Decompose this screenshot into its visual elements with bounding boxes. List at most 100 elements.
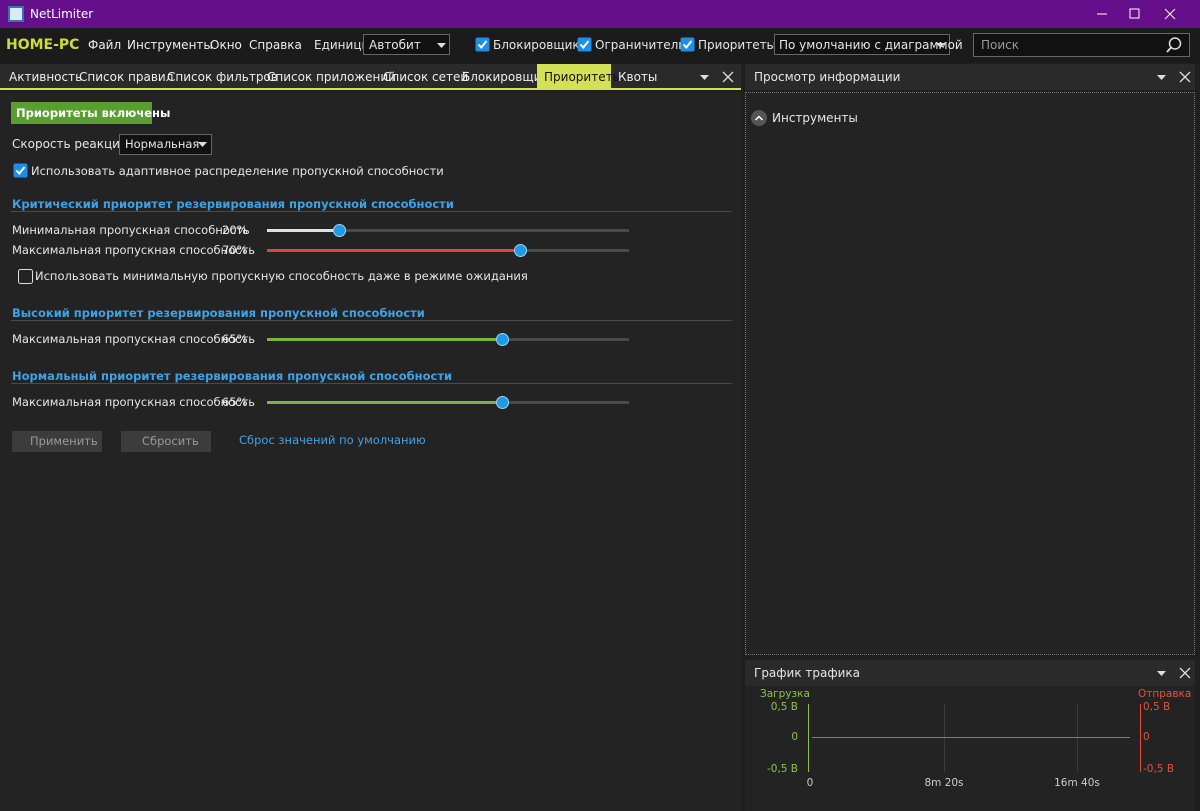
tab[interactable]: Блокировщик [462, 70, 549, 84]
slider-fill [267, 229, 340, 232]
section-title: Критический приоритет резервирования про… [12, 197, 454, 211]
adaptive-label[interactable]: Использовать адаптивное распределение пр… [31, 164, 444, 178]
tab[interactable]: Список фильтров [167, 70, 278, 84]
dropdown-arrow [437, 43, 446, 48]
view-dropdown[interactable] [774, 34, 950, 55]
tab[interactable]: Список сетей [383, 70, 469, 84]
slider-knob[interactable] [496, 396, 510, 409]
toolbar-checkbox-label[interactable]: Приоритеты [698, 38, 777, 52]
slider-label: Максимальная пропускная способность [12, 395, 255, 409]
dropdown-arrow [1157, 75, 1166, 80]
right-tick-label: 0 [1143, 731, 1150, 743]
slider-knob[interactable] [514, 244, 528, 257]
apply-button[interactable] [12, 431, 102, 452]
status-button[interactable] [11, 102, 152, 124]
traffic-title: График трафика [754, 666, 861, 680]
slider-value: 20% [222, 223, 248, 237]
upload-legend: Отправка [1138, 688, 1192, 700]
host-name: HOME-PC [6, 37, 80, 53]
dropdown-arrow [198, 142, 207, 147]
checkbox[interactable] [18, 269, 33, 284]
tab-active-bg [537, 64, 611, 90]
checkbox[interactable] [475, 37, 490, 52]
left-tick-label: 0 [791, 731, 798, 743]
slider-fill [267, 249, 521, 252]
grid-line [1077, 704, 1078, 772]
section-title: Высокий приоритет резервирования пропуск… [12, 306, 425, 320]
checkbox[interactable] [577, 37, 592, 52]
x-tick-label: 8m 20s [924, 777, 964, 789]
x-tick-label: 0 [806, 777, 814, 789]
tab[interactable]: Активность [9, 70, 83, 84]
reset-label: Сбросить [142, 434, 199, 448]
window-controls[interactable] [1090, 6, 1190, 22]
close-button[interactable] [722, 71, 734, 83]
left-tick-label: 0,5 B [770, 701, 798, 713]
right-tick-label: -0,5 B [1143, 763, 1175, 775]
menu-item[interactable]: Справка [249, 38, 302, 52]
menu-item[interactable]: Инструменты [127, 38, 213, 52]
units-dropdown[interactable] [363, 34, 450, 55]
tab[interactable]: Список правил [79, 70, 174, 84]
info-body [745, 92, 1195, 655]
tab-strip [0, 64, 741, 90]
view-value: По умолчанию с диаграммой [779, 38, 963, 52]
option-label[interactable]: Использовать минимальную пропускную спос… [35, 269, 528, 283]
search-placeholder: Поиск [981, 38, 1020, 52]
dropdown-arrow [936, 43, 945, 48]
traffic-header [745, 660, 1195, 686]
tab[interactable]: Список приложений [267, 70, 396, 84]
search-box[interactable] [973, 33, 1190, 57]
reset-button[interactable] [121, 431, 211, 452]
status-button-label: Приоритеты включены [16, 106, 171, 120]
slider-value: 65% [222, 395, 248, 409]
slider-fill [267, 401, 503, 404]
right-tick-label: 0,5 B [1143, 701, 1171, 713]
search-icon[interactable] [1166, 37, 1182, 53]
section-title: Нормальный приоритет резервирования проп… [12, 369, 453, 383]
toolbar-checkbox-label[interactable]: Ограничитель [595, 38, 686, 52]
app-icon [8, 6, 24, 22]
slider-track[interactable] [267, 229, 629, 232]
close-button[interactable] [1179, 667, 1191, 679]
left-tick-label: -0,5 B [766, 763, 798, 775]
toolbar-checkbox-label[interactable]: Блокировщик [493, 38, 580, 52]
section-rule [11, 320, 732, 321]
units-value: Автобит [369, 38, 421, 52]
menu-item[interactable]: Файл [88, 38, 122, 52]
window-title: NetLimiter [30, 7, 94, 21]
slider-value: 70% [222, 243, 248, 257]
slider-knob[interactable] [333, 224, 347, 237]
menu-item[interactable]: Окно [210, 38, 242, 52]
info-title: Просмотр информации [754, 70, 901, 84]
left-axis [808, 704, 809, 772]
info-header [745, 64, 1195, 90]
close-button[interactable] [1179, 71, 1191, 83]
info-group: Инструменты [772, 111, 858, 125]
dropdown-arrow [1157, 671, 1166, 676]
title-bar [0, 0, 1200, 28]
slider-fill [267, 338, 503, 341]
download-legend: Загрузка [760, 688, 810, 700]
tab[interactable]: Квоты [618, 70, 658, 84]
checkbox[interactable] [13, 163, 28, 178]
reaction-label: Скорость реакции: [12, 137, 132, 151]
reaction-value: Нормальная [125, 137, 200, 151]
defaults-link[interactable]: Сброс значений по умолчанию [239, 433, 426, 447]
tab[interactable]: Приоритеты [544, 70, 623, 84]
slider-label: Максимальная пропускная способность [12, 243, 255, 257]
traffic-body [745, 686, 1195, 811]
reaction-dropdown[interactable] [119, 134, 212, 155]
grid-line [944, 704, 945, 772]
expander[interactable] [751, 110, 767, 126]
checkbox[interactable] [680, 37, 695, 52]
apply-label: Применить [30, 434, 98, 448]
section-rule [11, 383, 732, 384]
dropdown-arrow [700, 75, 709, 80]
right-axis [1140, 704, 1141, 772]
slider-knob[interactable] [496, 333, 510, 346]
slider-value: 65% [222, 332, 248, 346]
traffic-line [812, 737, 1130, 738]
x-tick-label: 16m 40s [1054, 777, 1100, 789]
slider-label: Минимальная пропускная способность [12, 223, 250, 237]
